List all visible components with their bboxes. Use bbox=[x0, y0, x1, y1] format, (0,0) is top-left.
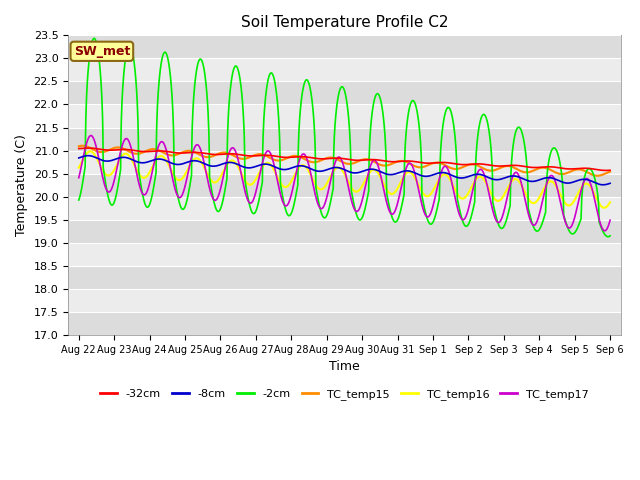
Title: Soil Temperature Profile C2: Soil Temperature Profile C2 bbox=[241, 15, 448, 30]
Bar bbox=[68, 128, 621, 151]
Bar bbox=[68, 36, 621, 59]
Bar bbox=[68, 266, 621, 289]
Legend: -32cm, -8cm, -2cm, TC_temp15, TC_temp16, TC_temp17: -32cm, -8cm, -2cm, TC_temp15, TC_temp16,… bbox=[96, 384, 593, 404]
Bar bbox=[68, 220, 621, 243]
Text: SW_met: SW_met bbox=[74, 45, 130, 58]
Bar bbox=[68, 59, 621, 82]
X-axis label: Time: Time bbox=[329, 360, 360, 373]
Bar bbox=[68, 105, 621, 128]
Bar bbox=[68, 151, 621, 174]
Bar bbox=[68, 243, 621, 266]
Bar bbox=[68, 82, 621, 105]
Bar bbox=[68, 289, 621, 312]
Bar bbox=[68, 174, 621, 197]
Bar bbox=[68, 312, 621, 335]
Y-axis label: Temperature (C): Temperature (C) bbox=[15, 134, 28, 236]
Bar bbox=[68, 197, 621, 220]
